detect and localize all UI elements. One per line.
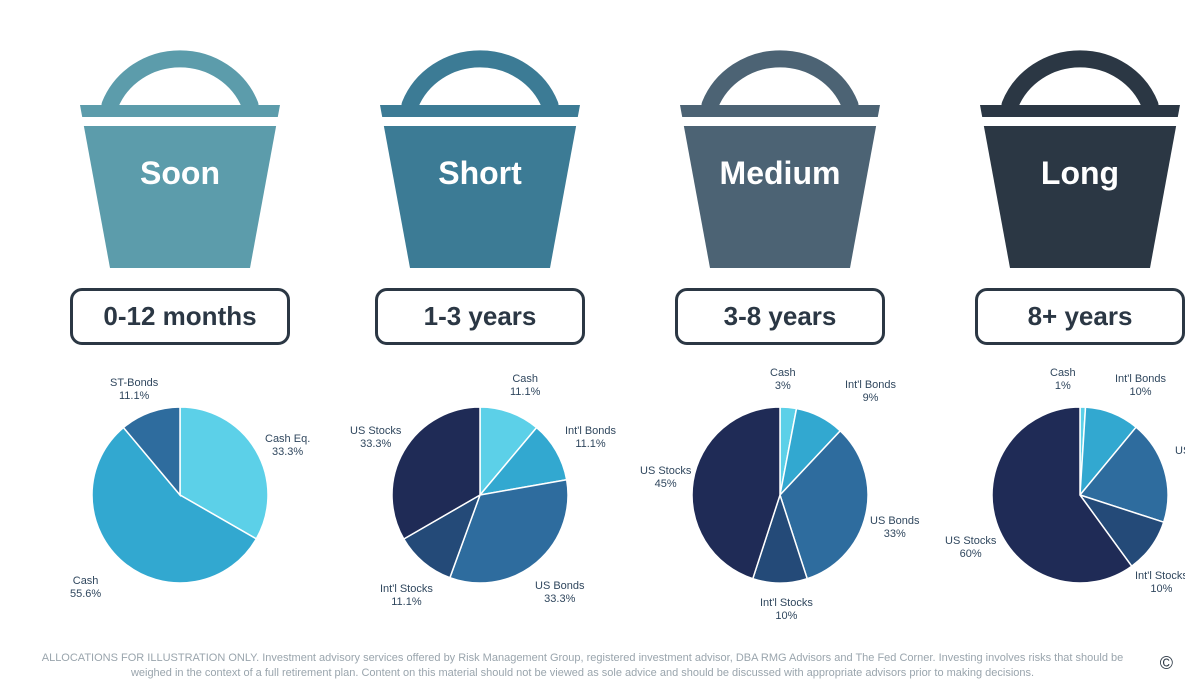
pie-slice-percent: 19% — [1175, 458, 1185, 471]
pie-slice-name: US Bonds — [1175, 445, 1185, 457]
bucket-label: Long — [965, 155, 1185, 192]
bucket-column: Short1-3 yearsCash11.1%Int'l Bonds11.1%U… — [340, 20, 620, 625]
pie-slice-percent: 45% — [640, 478, 691, 491]
pie-slice-percent: 55.6% — [70, 588, 101, 601]
pie-slice-label: US Stocks33.3% — [350, 425, 401, 451]
pie-slice-percent: 3% — [770, 380, 796, 393]
pie-slice-name: Cash — [1050, 367, 1076, 379]
pie-slice-name: Int'l Bonds — [1115, 373, 1166, 385]
bucket-column: Long8+ yearsCash1%Int'l Bonds10%US Bonds… — [940, 20, 1185, 625]
pie-slice-percent: 33.3% — [535, 593, 585, 606]
pie-slice-label: ST-Bonds11.1% — [110, 377, 158, 403]
bucket-label: Short — [365, 155, 595, 192]
bucket-icon: Long — [965, 20, 1185, 270]
pie-chart: Cash3% Int'l Bonds9% US Bonds33% Int'l Stoc… — [640, 365, 920, 625]
pie-slice-name: Int'l Bonds — [565, 425, 616, 437]
pie-slice-name: Cash Eq. — [265, 433, 310, 445]
pie-slice-name: Int'l Stocks — [380, 583, 433, 595]
pie-slice-label: Cash11.1% — [510, 373, 540, 399]
pie-slice-label: US Bonds33% — [870, 515, 920, 541]
pie-slice-label: US Bonds19% — [1175, 445, 1185, 471]
pie-slice-label: Int'l Stocks10% — [760, 597, 813, 623]
pie-slice-percent: 10% — [760, 610, 813, 623]
pie-slice-name: Int'l Bonds — [845, 379, 896, 391]
pie-slice-label: US Bonds33.3% — [535, 580, 585, 606]
pie-slice-label: Cash1% — [1050, 367, 1076, 393]
bucket-icon: Medium — [665, 20, 895, 270]
pie-chart: Cash11.1%Int'l Bonds11.1%US Bonds33.3%In… — [340, 365, 620, 625]
pie-slice-name: Int'l Stocks — [760, 597, 813, 609]
pie-slice-name: Cash — [512, 373, 538, 385]
pie-slice-name: Cash — [770, 367, 796, 379]
pie-slice-percent: 33% — [870, 528, 920, 541]
pie-slice-name: US Stocks — [640, 465, 691, 477]
bucket-icon: Soon — [65, 20, 295, 270]
timeframe-box: 3-8 years — [675, 288, 885, 345]
pie-slice-label: US Stocks60% — [945, 535, 996, 561]
pie-slice-label: US Stocks45% — [640, 465, 691, 491]
pie-slice-percent: 33.3% — [350, 438, 401, 451]
pie-slice-label: Int'l Stocks10% — [1135, 570, 1185, 596]
pie-slice-label: Cash Eq.33.3% — [265, 433, 310, 459]
pie-slice-name: ST-Bonds — [110, 377, 158, 389]
pie-slice-name: Int'l Stocks — [1135, 570, 1185, 582]
pie-slice-percent: 33.3% — [265, 446, 310, 459]
pie-slice-name: US Stocks — [350, 425, 401, 437]
timeframe-box: 0-12 months — [70, 288, 289, 345]
pie-slice-label: Int'l Bonds9% — [845, 379, 896, 405]
pie-slice-name: US Stocks — [945, 535, 996, 547]
pie-slice-name: US Bonds — [535, 580, 585, 592]
bucket-label: Medium — [665, 155, 895, 192]
pie-slice-percent: 11.1% — [110, 390, 158, 403]
copyright-icon: © — [1160, 653, 1173, 674]
bucket-icon: Short — [365, 20, 595, 270]
pie-slice-name: US Bonds — [870, 515, 920, 527]
pie-slice-name: Cash — [73, 575, 99, 587]
timeframe-box: 8+ years — [975, 288, 1185, 345]
pie-slice-percent: 1% — [1050, 380, 1076, 393]
pie-slice-percent: 9% — [845, 392, 896, 405]
pie-slice-percent: 11.1% — [380, 596, 433, 609]
disclaimer-text: ALLOCATIONS FOR ILLUSTRATION ONLY. Inves… — [20, 651, 1145, 680]
pie-slice-percent: 11.1% — [565, 438, 616, 451]
bucket-label: Soon — [65, 155, 295, 192]
pie-chart: Cash1%Int'l Bonds10%US Bonds19%Int'l Sto… — [940, 365, 1185, 625]
bucket-column: Soon 0-12 months Cash Eq.33.3% Cash55.6% ST-… — [40, 20, 320, 625]
pie-slice-label: Int'l Bonds11.1% — [565, 425, 616, 451]
pie-slice-label: Cash3% — [770, 367, 796, 393]
timeframe-box: 1-3 years — [375, 288, 585, 345]
pie-slice-percent: 10% — [1135, 583, 1185, 596]
bucket-column: Medium 3-8 years Cash3% Int'l Bonds9% US Bon… — [640, 20, 920, 625]
pie-slice-label: Cash55.6% — [70, 575, 101, 601]
pie-slice-label: Int'l Stocks11.1% — [380, 583, 433, 609]
pie-slice-percent: 11.1% — [510, 386, 540, 399]
pie-slice-percent: 10% — [1115, 386, 1166, 399]
pie-chart: Cash Eq.33.3% Cash55.6% ST-Bonds11.1% — [40, 365, 320, 625]
pie-slice-percent: 60% — [945, 548, 996, 561]
pie-slice-label: Int'l Bonds10% — [1115, 373, 1166, 399]
